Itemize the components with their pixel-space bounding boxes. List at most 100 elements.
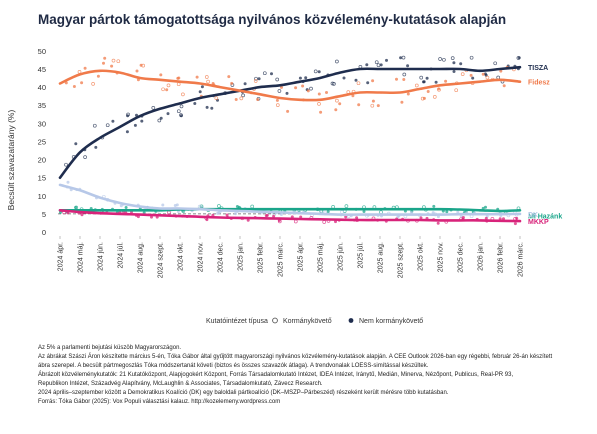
poll-point [241, 93, 245, 98]
poll-point [151, 106, 156, 110]
poll-point [257, 77, 261, 81]
poll-point [454, 88, 459, 93]
poll-point [442, 57, 446, 62]
poll-point [436, 221, 440, 225]
poll-point [344, 215, 348, 219]
poll-point [400, 100, 404, 104]
x-tick-label: 2025 jún. [338, 242, 345, 271]
x-tick-label: 2026 febr. [498, 242, 505, 273]
trend-line [58, 183, 522, 216]
footnotes: Az 5% a parlamenti bejutási küszöb Magya… [38, 345, 552, 405]
poll-point [173, 204, 177, 207]
poll-point [304, 76, 308, 80]
trend-line [58, 209, 522, 223]
poll-point [425, 76, 429, 80]
x-tick-label: 2024 aug. [138, 242, 145, 273]
poll-point [422, 96, 426, 100]
poll-point [195, 75, 199, 79]
poll-point [376, 63, 381, 68]
y-tick-label: 35 [38, 101, 46, 110]
poll-point [94, 145, 98, 149]
poll-point [355, 216, 359, 220]
poll-point [444, 79, 448, 83]
poll-point [370, 103, 375, 108]
chart-title: Magyar pártok támogatottsága nyilvános k… [38, 12, 506, 27]
poll-point [275, 77, 280, 82]
poll-point [469, 55, 474, 60]
poll-point [216, 211, 220, 215]
poll-point [166, 112, 170, 116]
poll-point [64, 162, 68, 167]
poll-point [256, 98, 260, 101]
poll-point [426, 90, 430, 93]
poll-point [135, 69, 139, 73]
series-label: Mi Hazánk [528, 214, 562, 221]
poll-point [91, 82, 95, 86]
poll-point [102, 61, 105, 65]
x-tick-label: 2025 nov. [438, 242, 445, 272]
trend-line [58, 69, 522, 102]
poll-point [293, 219, 298, 224]
poll-point [325, 91, 328, 94]
poll-point [179, 104, 184, 109]
poll-point [322, 220, 327, 224]
legend-marker-hollow [272, 317, 278, 324]
poll-point [74, 206, 78, 209]
poll-point [406, 64, 410, 68]
y-tick-label: 30 [38, 119, 46, 128]
poll-point [235, 205, 239, 208]
poll-point [126, 114, 130, 118]
poll-point [374, 60, 379, 65]
poll-point [83, 155, 87, 159]
poll-point [326, 210, 330, 214]
y-tick-label: 40 [38, 83, 46, 92]
poll-point [275, 103, 280, 107]
poll-point [469, 73, 473, 77]
footnote-line: Az ábrákat Szászi Áron készítette márciu… [38, 353, 552, 360]
poll-point [193, 102, 197, 105]
poll-point [181, 92, 185, 97]
poll-point [502, 217, 505, 221]
poll-point [111, 58, 116, 63]
poll-point [140, 119, 144, 123]
poll-point [459, 62, 463, 66]
poll-point [253, 79, 258, 83]
poll-point [80, 213, 84, 217]
x-tick-label: 2025 dec. [458, 242, 465, 273]
series-label: TISZA [528, 65, 548, 72]
legend: Kutatóintézet típusa Kormánykövető Nem k… [206, 317, 423, 325]
poll-point [214, 96, 219, 101]
poll-point [335, 98, 339, 103]
poll-point [356, 81, 361, 86]
poll-point [210, 106, 214, 110]
poll-point [157, 118, 162, 123]
poll-point [298, 76, 302, 80]
y-axis-label: Becsült szavazatarány (%) [6, 110, 16, 211]
x-tick-label: 2024 júl. [118, 242, 125, 269]
poll-point [334, 108, 338, 112]
poll-point [205, 218, 209, 222]
poll-point [285, 91, 289, 95]
poll-point [234, 212, 237, 216]
poll-point [234, 98, 238, 101]
x-tick-label: 2025 júl. [358, 242, 365, 269]
poll-point [516, 56, 521, 60]
poll-point [481, 72, 485, 76]
poll-point [371, 79, 375, 83]
poll-point [452, 70, 456, 73]
x-tick-label: 2024 szept. [158, 242, 165, 278]
poll-point [176, 82, 181, 87]
trend-line [58, 65, 522, 179]
poll-point [515, 216, 519, 220]
footnote-line: Az 5% a parlamenti bejutási küszöb Magya… [38, 345, 181, 351]
poll-point [176, 109, 181, 114]
x-tick-label: 2025 aug. [378, 242, 385, 273]
legend-marker-filled [348, 318, 354, 323]
x-tick-label: 2024 okt. [178, 242, 185, 271]
poll-point [342, 76, 346, 80]
poll-point [161, 203, 165, 207]
legend-item-label: Nem kormánykövető [359, 318, 423, 325]
